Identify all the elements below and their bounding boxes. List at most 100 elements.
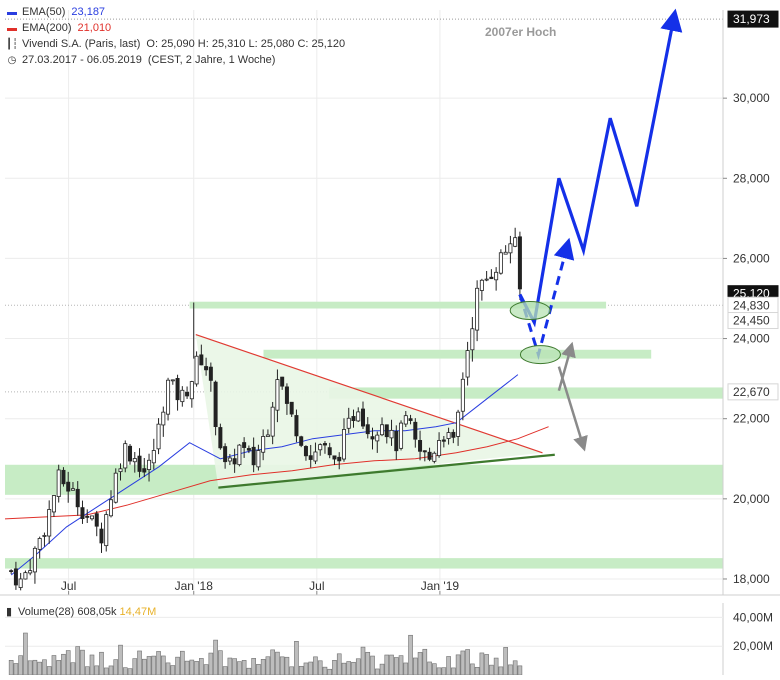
volume-bar	[246, 667, 252, 676]
candle-body	[37, 538, 42, 550]
zone-24800	[189, 301, 607, 309]
volume-bar	[84, 666, 90, 676]
volume-bar	[108, 665, 114, 676]
candle-body	[223, 446, 228, 463]
volume-bar	[165, 662, 171, 676]
x-tick-label: Jan '18	[175, 579, 214, 593]
candle-body	[80, 507, 85, 520]
volume-bar	[517, 665, 523, 676]
candle-body	[132, 458, 137, 463]
candle-body	[327, 447, 332, 456]
volume-bar	[441, 667, 447, 676]
candle-body	[399, 422, 404, 449]
candle-body	[441, 439, 446, 442]
candle-body	[337, 456, 342, 462]
candle-body	[208, 366, 213, 381]
candle-body	[380, 424, 385, 436]
volume-bar	[432, 663, 437, 676]
candle-body	[332, 455, 337, 460]
triangle-pattern	[195, 334, 543, 488]
candle-body	[341, 429, 346, 460]
volume-bar	[489, 664, 494, 676]
legend-ema50-label: EMA(50)	[22, 6, 66, 18]
volume-bar	[256, 664, 261, 676]
candle-body	[456, 411, 461, 437]
candle-body	[66, 481, 71, 492]
candle-body	[104, 514, 109, 547]
candle-body	[156, 423, 161, 450]
volume-bar	[336, 653, 342, 676]
volume-bar	[479, 652, 485, 676]
candle-body	[470, 328, 475, 351]
volume-bar	[70, 662, 76, 676]
candle-body	[484, 278, 489, 281]
volume-bar	[18, 655, 23, 676]
candle-body	[218, 427, 223, 449]
volume-bar	[374, 668, 380, 676]
candle-body	[394, 431, 399, 452]
legend-ema50-value: 23,187	[71, 6, 106, 18]
volume-bar	[427, 661, 432, 676]
zone-23600	[263, 349, 652, 359]
candle-body	[465, 350, 470, 378]
volume-bar	[455, 654, 461, 676]
candle-body	[479, 279, 484, 291]
volume-bar	[122, 667, 128, 676]
resistance-trendline	[195, 333, 543, 454]
volume-legend: ▮ Volume(28) 608,05k 14,47M	[6, 605, 156, 618]
volume-bar	[75, 646, 81, 676]
candle-body	[361, 408, 366, 427]
volume-bar	[46, 666, 52, 676]
candle-body	[265, 434, 270, 437]
volume-bar	[103, 667, 109, 676]
candle-body	[351, 416, 356, 422]
candle-body	[508, 243, 513, 254]
volume-bar	[232, 658, 237, 676]
candle-body	[161, 411, 166, 426]
volume-bar	[279, 656, 285, 676]
volume-bar	[493, 657, 499, 676]
candle-body	[418, 440, 423, 452]
volume-tick-label: 40,00M	[733, 610, 773, 624]
candle-body	[346, 417, 351, 429]
candle-body	[180, 389, 185, 403]
volume-bar	[322, 666, 328, 676]
volume-bar	[446, 656, 451, 676]
candle-body	[204, 366, 209, 371]
volume-bar	[8, 660, 14, 676]
volume-bar	[393, 657, 399, 676]
candle-body	[23, 572, 28, 580]
grey-arrow-down	[557, 366, 588, 452]
volume-bar	[289, 666, 294, 676]
volume-bar	[398, 655, 404, 676]
y-tick-label: 24,000	[733, 332, 770, 346]
candle-body	[227, 457, 232, 462]
y-tick-label: 30,000	[733, 91, 770, 105]
volume-bar	[413, 657, 418, 676]
candlestick-icon: ┃┆	[6, 39, 19, 50]
candle-body	[365, 424, 370, 435]
volume-bar	[365, 651, 371, 676]
volume-bar	[61, 653, 66, 676]
candle-body	[494, 271, 499, 281]
candle-body	[256, 450, 261, 468]
candle-body	[56, 469, 61, 497]
candles-layer	[9, 227, 522, 591]
x-tick-label: Jan '19	[421, 579, 460, 593]
volume-bar	[137, 650, 142, 676]
candle-body	[123, 443, 128, 469]
price-marker-label: 24,830	[733, 298, 770, 312]
volume-bar	[422, 648, 428, 676]
candle-body	[237, 444, 242, 466]
candle-body	[375, 434, 380, 442]
annotation-2007-high: 2007er Hoch	[485, 25, 557, 39]
price-marker-label: 22,670	[733, 385, 770, 399]
volume-bar	[227, 657, 233, 676]
candle-body	[408, 418, 413, 421]
candle-body	[128, 445, 133, 462]
legend-ohlc: O: 25,090 H: 25,310 L: 25,080 C: 25,120	[146, 38, 346, 50]
y-tick-label: 22,000	[733, 412, 770, 426]
x-tick-label: Jul	[309, 579, 324, 593]
clock-icon: ◷	[7, 55, 17, 66]
